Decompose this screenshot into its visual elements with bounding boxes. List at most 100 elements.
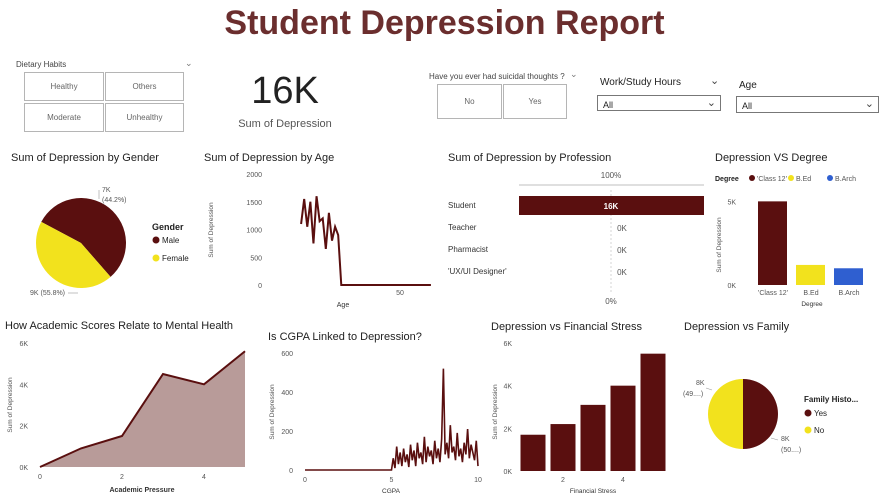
cgpa-x-axis-label: CGPA [382, 488, 401, 495]
profession-category-label: Student [448, 201, 476, 210]
age-series-line [300, 196, 431, 286]
degree-y-axis-label: Sum of Depression [716, 217, 723, 273]
financial-x-tick: 2 [561, 477, 565, 484]
chevron-down-icon[interactable]: ⌄ [185, 58, 193, 68]
gender-pie-slice [36, 221, 111, 288]
dietary-option-moderate[interactable]: Moderate [24, 103, 104, 132]
degree-x-axis-label: Degree [801, 301, 823, 308]
cgpa-x-tick: 5 [390, 477, 394, 484]
financial-y-tick: 0K [503, 469, 512, 476]
degree-y-tick: 5K [727, 199, 736, 206]
cgpa-x-tick: 0 [303, 477, 307, 484]
profession-data-label: 0K [617, 224, 627, 233]
cgpa-x-tick: 10 [474, 477, 482, 484]
age-x-axis-label: Age [337, 302, 350, 309]
family-data-label: (50....) [781, 447, 801, 454]
work-hours-dropdown[interactable]: All ⌄ [597, 95, 721, 111]
gender-legend-marker [152, 236, 160, 244]
suicidal-option-no[interactable]: No [437, 84, 502, 119]
suicidal-slicer-label: Have you ever had suicidal thoughts ? [429, 72, 565, 81]
financial-y-tick: 6K [503, 341, 512, 348]
profession-data-label: 0K [617, 268, 627, 277]
cgpa-y-axis-label: Sum of Depression [269, 384, 276, 440]
chevron-down-icon: ⌄ [864, 98, 874, 110]
gender-data-label: (44.2%) [102, 197, 127, 204]
gender-pie-slice [41, 198, 127, 277]
family-leader-line [770, 437, 779, 441]
family-data-label: 8K [696, 380, 705, 387]
cgpa-y-tick: 200 [281, 429, 293, 436]
profession-top-label: 100% [601, 171, 621, 180]
degree-bar [834, 268, 863, 285]
financial-chart-title: Depression vs Financial Stress [491, 321, 643, 333]
dietary-slicer-label: Dietary Habits [16, 60, 67, 69]
family-legend-marker [804, 409, 812, 417]
academic-x-tick: 2 [120, 474, 124, 481]
profession-category-label: 'UX/UI Designer' [448, 267, 507, 276]
age-dropdown[interactable]: All ⌄ [736, 96, 879, 113]
degree-legend-label: 'Class 12' [757, 176, 787, 183]
cgpa-y-tick: 600 [281, 351, 293, 358]
academic-y-tick: 0K [19, 465, 28, 472]
degree-x-tick: 'Class 12' [758, 290, 788, 297]
suicidal-option-yes[interactable]: Yes [503, 84, 567, 119]
profession-category-label: Teacher [448, 223, 477, 232]
financial-y-tick: 2K [503, 426, 512, 433]
academic-chart-title: How Academic Scores Relate to Mental Hea… [5, 320, 234, 332]
gender-chart-title: Sum of Depression by Gender [11, 152, 159, 164]
degree-chart-title: Depression VS Degree [715, 152, 828, 164]
age-x-tick: 50 [396, 290, 404, 297]
gender-legend-label: Male [162, 236, 180, 245]
cgpa-series-line [305, 368, 479, 471]
age-y-axis-label: Sum of Depression [208, 202, 215, 258]
dietary-option-others[interactable]: Others [105, 72, 184, 101]
report-title: Student Depression Report [224, 4, 665, 42]
financial-bar [550, 424, 576, 471]
degree-bar [758, 201, 787, 285]
cgpa-y-tick: 0 [289, 468, 293, 475]
profession-data-label: 0K [617, 246, 627, 255]
financial-bar [640, 353, 666, 471]
gender-legend-marker [152, 254, 160, 262]
family-data-label: (49....) [683, 391, 703, 398]
age-y-tick: 1500 [246, 200, 262, 207]
profession-bar [519, 196, 704, 215]
degree-x-tick: B.Ed [803, 290, 818, 297]
financial-y-axis-label: Sum of Depression [492, 384, 499, 440]
gender-data-label: 7K [102, 187, 111, 194]
work-hours-label: Work/Study Hours [600, 77, 681, 88]
financial-x-tick: 4 [621, 477, 625, 484]
work-hours-value: All [603, 100, 614, 110]
profession-bottom-label: 0% [605, 297, 617, 306]
dietary-option-unhealthy[interactable]: Unhealthy [105, 103, 184, 132]
age-slicer-label: Age [739, 80, 757, 91]
financial-bar [580, 404, 606, 471]
academic-y-tick: 4K [19, 382, 28, 389]
family-legend-label: No [814, 426, 825, 435]
degree-bar [796, 264, 825, 285]
gender-legend-title: Gender [152, 222, 184, 232]
degree-legend-label: B.Arch [835, 176, 856, 183]
dietary-option-healthy[interactable]: Healthy [24, 72, 104, 101]
degree-legend-marker [827, 175, 833, 181]
financial-y-tick: 4K [503, 384, 512, 391]
chevron-down-icon[interactable]: ⌄ [570, 69, 578, 79]
family-chart-title: Depression vs Family [684, 321, 790, 333]
academic-x-tick: 0 [38, 474, 42, 481]
family-data-label: 8K [781, 436, 790, 443]
academic-area-line [39, 350, 246, 468]
chevron-down-icon[interactable]: ⌄ [710, 75, 720, 87]
chevron-down-icon: ⌄ [706, 97, 716, 109]
academic-y-tick: 6K [19, 341, 28, 348]
degree-x-tick: B.Arch [838, 290, 859, 297]
family-legend-marker [804, 426, 812, 434]
degree-y-tick: 0K [727, 283, 736, 290]
degree-legend-title: Degree [715, 176, 739, 183]
age-y-tick: 500 [250, 255, 262, 262]
degree-legend-label: B.Ed [796, 176, 811, 183]
age-y-tick: 0 [258, 283, 262, 290]
gender-legend-label: Female [162, 254, 189, 263]
degree-legend-marker [749, 175, 755, 181]
profession-chart-title: Sum of Depression by Profession [448, 152, 612, 164]
